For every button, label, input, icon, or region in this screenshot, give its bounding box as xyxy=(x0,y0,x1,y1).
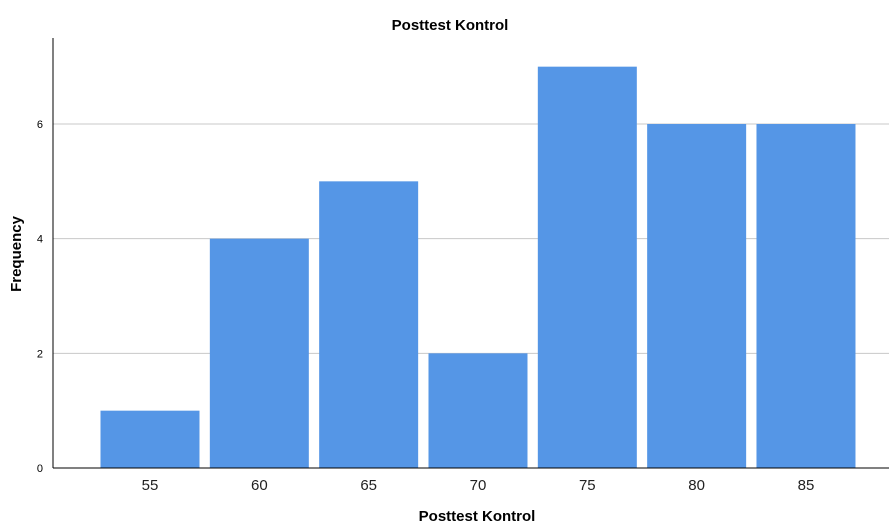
x-tick-label: 65 xyxy=(360,477,377,494)
x-tick-labels: 55 60 65 70 75 80 85 xyxy=(142,477,815,494)
x-tick-label: 70 xyxy=(470,477,487,494)
x-tick-label: 75 xyxy=(579,477,596,494)
bar-70 xyxy=(428,353,528,468)
y-axis-label: Frequency xyxy=(8,215,25,292)
y-tick-label: 2 xyxy=(37,348,43,360)
bar-65 xyxy=(319,181,419,469)
bar-75 xyxy=(537,66,637,469)
y-tick-label: 0 xyxy=(37,463,43,475)
bars xyxy=(100,66,856,469)
x-tick-label: 80 xyxy=(688,477,705,494)
chart-title: Posttest Kontrol xyxy=(392,17,509,34)
x-tick-label: 55 xyxy=(142,477,159,494)
x-axis-label: Posttest Kontrol xyxy=(419,508,536,525)
y-tick-label: 4 xyxy=(37,234,43,246)
x-tick-label: 60 xyxy=(251,477,268,494)
bar-80 xyxy=(647,124,747,468)
y-tick-labels: 0 2 4 6 xyxy=(37,119,43,475)
bar-60 xyxy=(209,238,309,468)
bar-85 xyxy=(756,124,856,468)
x-tick-label: 85 xyxy=(798,477,815,494)
y-tick-label: 6 xyxy=(37,119,43,131)
axes xyxy=(52,38,889,469)
bar-55 xyxy=(100,410,200,468)
